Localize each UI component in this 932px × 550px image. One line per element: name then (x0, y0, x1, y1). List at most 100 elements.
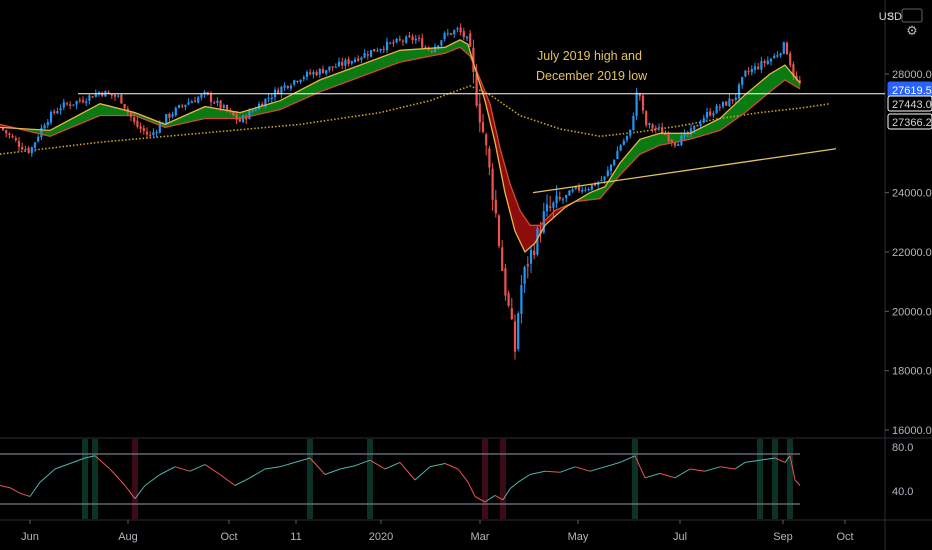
rsi-segment (517, 474, 531, 483)
candle-body (654, 127, 657, 129)
cloud-segment (291, 93, 295, 105)
candle-body (411, 36, 414, 41)
cloud-segment (201, 106, 205, 120)
candle-body (293, 80, 296, 85)
candle-body (408, 35, 411, 37)
candle-body (625, 135, 629, 140)
rsi-y-label: 80.0 (892, 442, 913, 454)
candle-body (510, 308, 513, 320)
rsi-y-label: 40.0 (892, 486, 913, 498)
rsi-segment (189, 464, 206, 472)
candle-body (421, 38, 424, 48)
rsi-segment (574, 466, 591, 472)
candle-body (110, 93, 113, 96)
cloud-segment (297, 89, 301, 102)
rsi-segment (124, 485, 136, 500)
cloud-segment (639, 138, 643, 155)
rsi-overbought-shade (632, 439, 638, 519)
x-tick-label: Oct (836, 531, 853, 543)
candle-body (139, 126, 142, 129)
rsi-segment (467, 481, 476, 497)
candle-body (776, 55, 779, 57)
rsi-segment (0, 485, 11, 489)
cloud-segment (531, 225, 535, 247)
cloud-segment (353, 66, 357, 80)
candle-body (757, 66, 760, 69)
candle-body (302, 77, 305, 80)
rsi-overbought-shade (772, 439, 778, 519)
currency-label[interactable]: USD (879, 11, 902, 23)
cloud-segment (411, 49, 415, 61)
candle-body (321, 69, 325, 74)
x-tick-label: Oct (220, 531, 237, 543)
candle-body (107, 92, 110, 94)
currency-box[interactable] (901, 8, 923, 23)
cloud-segment (715, 119, 719, 132)
rsi-segment (619, 455, 636, 463)
candle-body (94, 93, 97, 97)
rsi-segment (529, 470, 546, 475)
rsi-segment (644, 472, 661, 479)
rsi-segment (159, 466, 176, 475)
cloud-segment (645, 136, 649, 152)
ema-fast-line (0, 39, 801, 254)
candle-body (523, 266, 526, 284)
candle-body (619, 145, 622, 151)
cloud-segment (401, 49, 405, 63)
rsi-overbought-shade (82, 439, 88, 519)
gear-icon[interactable]: ⚙ (906, 24, 918, 39)
price-axis[interactable]: 16000.0 18000.0 20000.0 22000.0 24000.0 28000… (885, 69, 932, 437)
rsi-overbought-shade (307, 439, 313, 519)
candle-body (616, 150, 619, 160)
cloud-segment (195, 109, 199, 121)
candle-body (222, 105, 225, 108)
candle-body (315, 72, 318, 76)
candle-body (46, 122, 49, 126)
rsi-segment (744, 459, 761, 463)
candle-body (37, 136, 40, 142)
candle-body (113, 94, 117, 97)
ema-lines-layer (0, 39, 801, 254)
candle-body (689, 128, 693, 135)
x-tick-label: Jun (21, 531, 39, 543)
candle-body (501, 247, 504, 272)
rsi-segment (689, 468, 706, 472)
candle-body (465, 36, 469, 39)
candle-body (680, 135, 683, 146)
x-tick-label: May (568, 531, 589, 543)
cloud-segment (325, 76, 329, 90)
cloud-segment (357, 64, 361, 79)
rsi-segment (234, 477, 251, 486)
rsi-segment (544, 470, 561, 473)
candle-body (117, 95, 120, 97)
candle-body (779, 53, 782, 56)
cloud-segment (649, 135, 653, 151)
candle-body (657, 127, 661, 129)
candle-body (181, 105, 184, 107)
candle-body (696, 125, 699, 127)
candle-body (651, 124, 654, 129)
cloud-segment (85, 109, 89, 122)
rsi-segment (759, 457, 776, 461)
cloud-segment (391, 52, 395, 66)
candle-body (715, 105, 718, 114)
time-axis[interactable]: Jun Aug Oct 11 2020 Mar May Jul Sep Oct (21, 520, 854, 543)
cloud-segment (343, 69, 347, 84)
candle-body (635, 92, 638, 116)
cloud-segment (97, 103, 101, 117)
rsi-segment (324, 468, 341, 475)
candle-body (91, 96, 94, 98)
candle-body (731, 99, 734, 101)
candle-body (171, 114, 174, 117)
sma-long-line (0, 85, 831, 155)
candle-body (11, 136, 14, 138)
rsi-oversold-shade (132, 439, 138, 519)
cloud-segment (209, 107, 213, 119)
candle-body (328, 66, 331, 71)
drawings-layer[interactable] (78, 93, 885, 194)
cloud-segment (709, 122, 713, 134)
rsi-segment (794, 479, 801, 486)
candle-body (174, 107, 177, 116)
price-label-box (887, 113, 932, 130)
